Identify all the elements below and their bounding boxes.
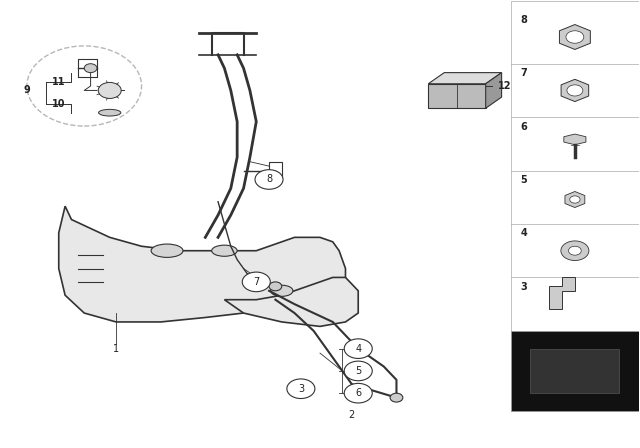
- Polygon shape: [565, 191, 585, 207]
- Text: 6: 6: [355, 388, 362, 398]
- Circle shape: [566, 31, 584, 43]
- PathPatch shape: [59, 206, 346, 322]
- Circle shape: [390, 393, 403, 402]
- Text: 8: 8: [266, 174, 272, 185]
- Polygon shape: [428, 73, 502, 84]
- Text: 4: 4: [355, 344, 362, 353]
- Polygon shape: [561, 79, 589, 102]
- Text: 10: 10: [52, 99, 65, 109]
- Ellipse shape: [271, 285, 293, 296]
- Circle shape: [568, 246, 581, 255]
- Text: 5: 5: [355, 366, 362, 376]
- Circle shape: [243, 272, 270, 292]
- Text: 7: 7: [253, 277, 259, 287]
- Text: 6: 6: [521, 121, 527, 132]
- Circle shape: [344, 339, 372, 358]
- Ellipse shape: [151, 244, 183, 258]
- Circle shape: [269, 282, 282, 291]
- Text: 8: 8: [521, 15, 527, 25]
- Circle shape: [27, 46, 141, 126]
- Circle shape: [344, 383, 372, 403]
- Text: 11: 11: [52, 77, 65, 86]
- Circle shape: [287, 379, 315, 399]
- Polygon shape: [428, 84, 486, 108]
- Polygon shape: [564, 134, 586, 145]
- Ellipse shape: [212, 245, 237, 256]
- PathPatch shape: [225, 277, 358, 327]
- Polygon shape: [511, 1, 639, 411]
- Circle shape: [84, 64, 97, 73]
- Ellipse shape: [99, 109, 121, 116]
- Circle shape: [255, 170, 283, 189]
- PathPatch shape: [549, 277, 575, 309]
- Circle shape: [567, 85, 583, 96]
- Polygon shape: [531, 349, 620, 393]
- Circle shape: [561, 241, 589, 260]
- Text: 12: 12: [499, 81, 512, 91]
- Text: 1: 1: [113, 344, 119, 353]
- Text: 4: 4: [521, 228, 527, 238]
- Text: 7: 7: [521, 68, 527, 78]
- Polygon shape: [511, 331, 639, 411]
- Text: 3: 3: [298, 384, 304, 394]
- Text: 2: 2: [349, 410, 355, 420]
- Text: 9: 9: [24, 86, 30, 95]
- Polygon shape: [559, 25, 590, 49]
- Circle shape: [344, 361, 372, 381]
- Polygon shape: [486, 73, 502, 108]
- Circle shape: [99, 82, 121, 99]
- Text: 5: 5: [521, 175, 527, 185]
- Circle shape: [570, 196, 580, 203]
- Text: 3: 3: [521, 282, 527, 292]
